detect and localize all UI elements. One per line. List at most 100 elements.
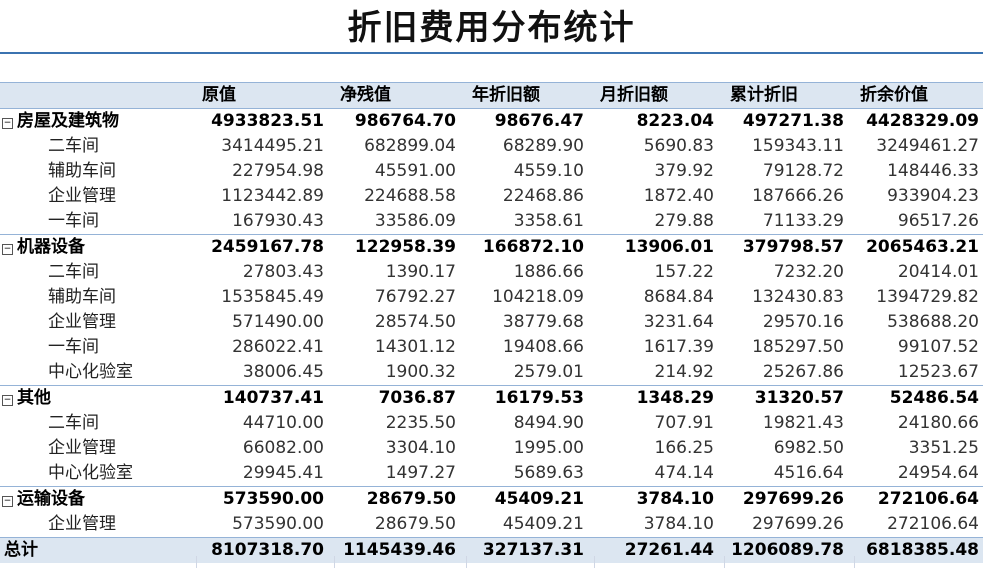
value-cell: 8684.84 [643, 287, 714, 307]
group-value-cell: 28679.50 [328, 486, 460, 512]
value-cell: 187666.26 [752, 186, 844, 206]
group-label[interactable]: − 其他 [0, 385, 190, 411]
value-cell: 3414495.21 [221, 136, 324, 156]
group-value-cell: 45409.21 [460, 486, 588, 512]
value-cell: 4559.10 [513, 161, 584, 181]
value-cell: 474.14 [654, 463, 714, 483]
value-cell: 25267.86 [762, 362, 844, 382]
row-label: 一车间 [48, 337, 99, 357]
total-value-cell: 6818385.48 [848, 537, 983, 563]
collapse-toggle-icon[interactable]: − [2, 118, 13, 129]
group-value-cell: 122958.39 [328, 234, 460, 260]
value-cell: 1535845.49 [221, 287, 324, 307]
row-label: 企业管理 [48, 312, 116, 332]
grid-line [334, 556, 335, 568]
value-cell: 6982.50 [773, 438, 844, 458]
table-row: 企业管理 66082.00 3304.10 1995.00 166.25 6982.50 3… [0, 436, 983, 461]
value-cell: 12523.67 [897, 362, 979, 382]
value-cell: 157.22 [654, 262, 714, 282]
value-cell: 3358.61 [513, 211, 584, 231]
group-value-cell: 986764.70 [328, 108, 460, 134]
value-cell: 29945.41 [242, 463, 324, 483]
table-row: 二车间 44710.00 2235.50 8494.90 707.91 19821.43 2… [0, 411, 983, 436]
total-value-cell: 1145439.46 [328, 537, 460, 563]
group-value-cell: 573590.00 [190, 486, 328, 512]
value-cell: 28679.50 [374, 514, 456, 534]
value-cell: 104218.09 [492, 287, 584, 307]
value-cell: 538688.20 [887, 312, 979, 332]
value-cell: 1617.39 [643, 337, 714, 357]
value-cell: 1123442.89 [221, 186, 324, 206]
group-row[interactable]: − 其他 140737.41 7036.87 16179.53 1348.29 31320.… [0, 385, 983, 411]
group-label[interactable]: − 房屋及建筑物 [0, 108, 190, 134]
value-cell: 185297.50 [752, 337, 844, 357]
value-cell: 29570.16 [762, 312, 844, 332]
header-original-value[interactable]: 原值 [190, 82, 328, 109]
group-name: 其他 [17, 388, 51, 408]
group-label[interactable]: − 运输设备 [0, 486, 190, 512]
row-label: 二车间 [48, 413, 99, 433]
row-label: 中心化验室 [48, 463, 133, 483]
value-cell: 224688.58 [364, 186, 456, 206]
value-cell: 3231.64 [643, 312, 714, 332]
value-cell: 227954.98 [232, 161, 324, 181]
value-cell: 68289.90 [502, 136, 584, 156]
value-cell: 159343.11 [752, 136, 844, 156]
value-cell: 8494.90 [513, 413, 584, 433]
grid-line [196, 556, 197, 568]
header-corner [0, 82, 190, 109]
header-monthly-depreciation[interactable]: 月折旧额 [588, 82, 718, 109]
table-row: 中心化验室 38006.45 1900.32 2579.01 214.92 25267.8… [0, 360, 983, 386]
group-value-cell: 16179.53 [460, 385, 588, 411]
header-accumulated-depreciation[interactable]: 累计折旧 [718, 82, 848, 109]
value-cell: 14301.12 [374, 337, 456, 357]
value-cell: 7232.20 [773, 262, 844, 282]
group-row[interactable]: − 房屋及建筑物 4933823.51 986764.70 98676.47 8223.0… [0, 108, 983, 134]
row-label: 辅助车间 [48, 287, 116, 307]
pivot-body: − 房屋及建筑物 4933823.51 986764.70 98676.47 8223.0… [0, 108, 983, 563]
row-label: 一车间 [48, 211, 99, 231]
value-cell: 76792.27 [374, 287, 456, 307]
collapse-toggle-icon[interactable]: − [2, 244, 13, 255]
value-cell: 933904.23 [887, 186, 979, 206]
group-value-cell: 4428329.09 [848, 108, 983, 134]
value-cell: 99107.52 [897, 337, 979, 357]
value-cell: 1497.27 [385, 463, 456, 483]
value-cell: 19408.66 [502, 337, 584, 357]
value-cell: 682899.04 [364, 136, 456, 156]
value-cell: 24180.66 [897, 413, 979, 433]
pivot-header: 原值 净残值 年折旧额 月折旧额 累计折旧 折余价值 [0, 82, 983, 109]
report-title: 折旧费用分布统计 [347, 8, 636, 48]
value-cell: 3304.10 [385, 438, 456, 458]
title-underline [0, 52, 983, 54]
header-annual-depreciation[interactable]: 年折旧额 [460, 82, 588, 109]
grid-line [466, 556, 467, 568]
value-cell: 167930.43 [232, 211, 324, 231]
group-value-cell: 52486.54 [848, 385, 983, 411]
value-cell: 571490.00 [232, 312, 324, 332]
value-cell: 214.92 [654, 362, 714, 382]
table-row: 一车间 286022.41 14301.12 19408.66 1617.39 18529… [0, 335, 983, 360]
header-net-residual[interactable]: 净残值 [328, 82, 460, 109]
group-value-cell: 7036.87 [328, 385, 460, 411]
table-row: 辅助车间 227954.98 45591.00 4559.10 379.92 79128.… [0, 159, 983, 184]
group-value-cell: 3784.10 [588, 486, 718, 512]
group-value-cell: 98676.47 [460, 108, 588, 134]
header-net-book-value[interactable]: 折余价值 [848, 82, 983, 109]
group-row[interactable]: − 运输设备 573590.00 28679.50 45409.21 3784.10 297… [0, 486, 983, 512]
collapse-toggle-icon[interactable]: − [2, 496, 13, 507]
value-cell: 272106.64 [887, 514, 979, 534]
group-value-cell: 4933823.51 [190, 108, 328, 134]
value-cell: 1390.17 [385, 262, 456, 282]
collapse-toggle-icon[interactable]: − [2, 395, 13, 406]
group-label[interactable]: − 机器设备 [0, 234, 190, 260]
value-cell: 22468.86 [502, 186, 584, 206]
value-cell: 2235.50 [385, 413, 456, 433]
header-row: 原值 净残值 年折旧额 月折旧额 累计折旧 折余价值 [0, 82, 983, 109]
value-cell: 379.92 [654, 161, 714, 181]
total-value-cell: 27261.44 [588, 537, 718, 563]
table-row: 二车间 27803.43 1390.17 1886.66 157.22 7232.20 20… [0, 260, 983, 285]
group-row[interactable]: − 机器设备 2459167.78 122958.39 166872.10 13906.0… [0, 234, 983, 260]
group-value-cell: 2459167.78 [190, 234, 328, 260]
table-row: 企业管理 573590.00 28679.50 45409.21 3784.10 2976… [0, 512, 983, 538]
